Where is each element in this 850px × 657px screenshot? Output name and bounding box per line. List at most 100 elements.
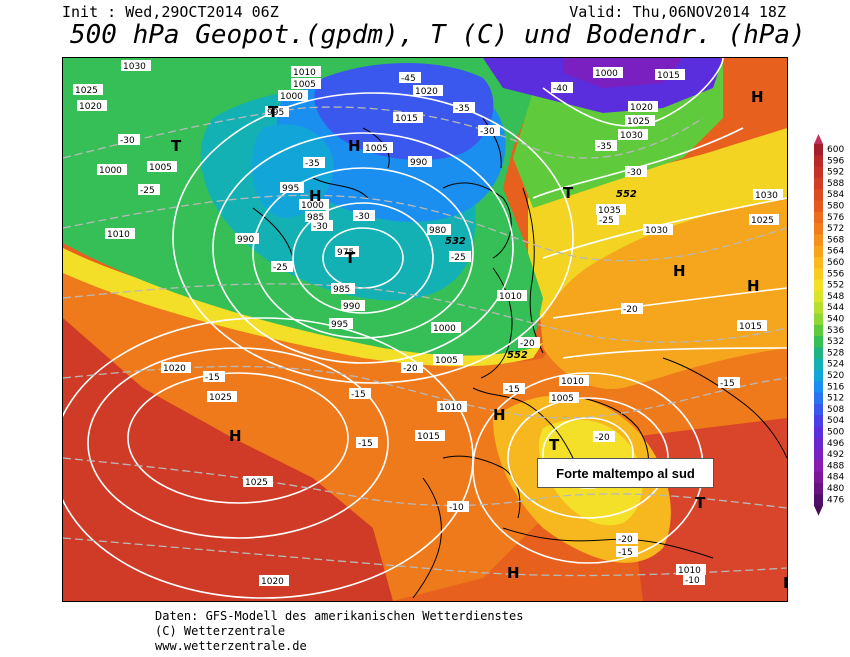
legend-swatch bbox=[814, 347, 823, 360]
temp-label: -15 bbox=[618, 548, 633, 558]
legend-swatch bbox=[814, 370, 823, 382]
legend-swatch bbox=[814, 302, 823, 314]
legend-swatch bbox=[814, 223, 823, 235]
chart-title: 500 hPa Geopot.(gpdm), T (C) und Bodendr… bbox=[70, 20, 806, 50]
legend-swatch bbox=[814, 177, 823, 190]
pressure-label: 1010 bbox=[439, 403, 462, 413]
high-center: H bbox=[751, 88, 764, 106]
legend-swatch bbox=[814, 144, 823, 156]
legend-label: 580 bbox=[827, 202, 844, 212]
deep-blue-core bbox=[314, 63, 494, 161]
legend-label: 516 bbox=[827, 382, 844, 392]
temp-label: -20 bbox=[595, 433, 610, 443]
legend-swatch bbox=[814, 245, 823, 258]
pressure-centers: H H H T T H H H H H T H T T T bbox=[171, 88, 787, 592]
pressure-label: 1030 bbox=[755, 191, 778, 201]
temp-label: -25 bbox=[140, 186, 155, 196]
low-center: T bbox=[268, 103, 279, 121]
legend-label: 596 bbox=[827, 156, 844, 166]
legend-swatch bbox=[814, 234, 823, 247]
weather-map-svg: 1030 1010 1005 995 1000 1020 1025 1020 1… bbox=[63, 58, 787, 601]
low-center: T bbox=[345, 249, 356, 267]
legend-label: 588 bbox=[827, 179, 844, 189]
legend-swatch bbox=[814, 471, 823, 484]
pressure-label: 990 bbox=[410, 158, 427, 168]
legend-label: 500 bbox=[827, 428, 844, 438]
temp-label: -15 bbox=[720, 379, 735, 389]
legend-swatch bbox=[814, 449, 823, 461]
ridge-east bbox=[528, 128, 787, 318]
legend-swatch bbox=[814, 426, 823, 439]
legend-label: 496 bbox=[827, 439, 844, 449]
legend-label: 592 bbox=[827, 168, 844, 178]
legend-label: 524 bbox=[827, 360, 844, 370]
low-center: T bbox=[549, 436, 560, 454]
legend-label: 484 bbox=[827, 473, 844, 483]
pressure-label: 1020 bbox=[261, 577, 284, 587]
legend-label: 568 bbox=[827, 235, 844, 245]
pressure-label: 1020 bbox=[163, 364, 186, 374]
pressure-label: 1005 bbox=[551, 394, 574, 404]
pressure-label: 1005 bbox=[149, 163, 172, 173]
legend-swatch bbox=[814, 290, 823, 303]
pressure-label: 1010 bbox=[107, 230, 130, 240]
pressure-label: 1005 bbox=[293, 80, 316, 90]
yellow-band bbox=[63, 248, 543, 367]
init-time: Init : Wed,29OCT2014 06Z bbox=[62, 3, 279, 21]
pressure-label: 995 bbox=[282, 184, 299, 194]
legend-swatch bbox=[814, 313, 823, 326]
pressure-label: 1020 bbox=[79, 102, 102, 112]
pressure-label: 975 bbox=[337, 248, 354, 258]
legend-swatch bbox=[814, 257, 823, 269]
temp-label: -30 bbox=[120, 136, 135, 146]
high-center: H bbox=[673, 262, 686, 280]
legend-label: 548 bbox=[827, 292, 844, 302]
temp-label: -35 bbox=[597, 142, 612, 152]
legend-swatch bbox=[814, 336, 823, 348]
pressure-label: 1030 bbox=[123, 62, 146, 72]
legend-label: 504 bbox=[827, 416, 844, 426]
pressure-label: 1010 bbox=[293, 68, 316, 78]
legend-label: 600 bbox=[827, 145, 844, 155]
legend-top-arrow bbox=[814, 134, 823, 144]
cyan-pocket bbox=[251, 124, 334, 218]
temp-label: -35 bbox=[455, 104, 470, 114]
legend-swatch bbox=[814, 381, 823, 394]
pressure-label: 980 bbox=[429, 226, 446, 236]
pressure-label: 1025 bbox=[751, 216, 774, 226]
temp-label: -20 bbox=[618, 535, 633, 545]
pressure-label: 1015 bbox=[395, 114, 418, 124]
legend-label: 576 bbox=[827, 213, 844, 223]
pressure-label: 1000 bbox=[99, 166, 122, 176]
temp-label: -30 bbox=[355, 212, 370, 222]
legend-swatch bbox=[814, 494, 823, 507]
temp-label: -30 bbox=[627, 168, 642, 178]
legend-swatch bbox=[814, 437, 823, 450]
pressure-label: 1005 bbox=[435, 356, 458, 366]
temp-label: -20 bbox=[403, 364, 418, 374]
pressure-label: 1025 bbox=[209, 393, 232, 403]
temp-label: -35 bbox=[305, 159, 320, 169]
legend-label: 584 bbox=[827, 190, 844, 200]
legend-label: 532 bbox=[827, 337, 844, 347]
pressure-label: 985 bbox=[307, 213, 324, 223]
temp-label: -25 bbox=[273, 263, 288, 273]
footer-source: Daten: GFS-Modell des amerikanischen Wet… bbox=[155, 609, 524, 623]
pressure-label: 995 bbox=[267, 108, 284, 118]
legend-label: 480 bbox=[827, 484, 844, 494]
temp-label: -40 bbox=[553, 84, 568, 94]
legend-swatch bbox=[814, 392, 823, 405]
weather-map: 1030 1010 1005 995 1000 1020 1025 1020 1… bbox=[62, 57, 788, 602]
legend-label: 508 bbox=[827, 405, 844, 415]
footer-url: www.wetterzentrale.de bbox=[155, 639, 307, 653]
legend-label: 540 bbox=[827, 315, 844, 325]
high-center: H bbox=[507, 564, 520, 582]
warm-field-west bbox=[63, 318, 393, 601]
legend-label: 512 bbox=[827, 394, 844, 404]
pressure-label: 1030 bbox=[645, 226, 668, 236]
legend-svg: 6005965925885845805765725685645605565525… bbox=[814, 134, 844, 516]
legend-label: 556 bbox=[827, 269, 844, 279]
temperature-labels: -45 -35 -30 -40 -35 -30 -30 -25 -35 -30 … bbox=[118, 72, 740, 586]
low-center: T bbox=[695, 494, 706, 512]
temp-label: -15 bbox=[205, 373, 220, 383]
